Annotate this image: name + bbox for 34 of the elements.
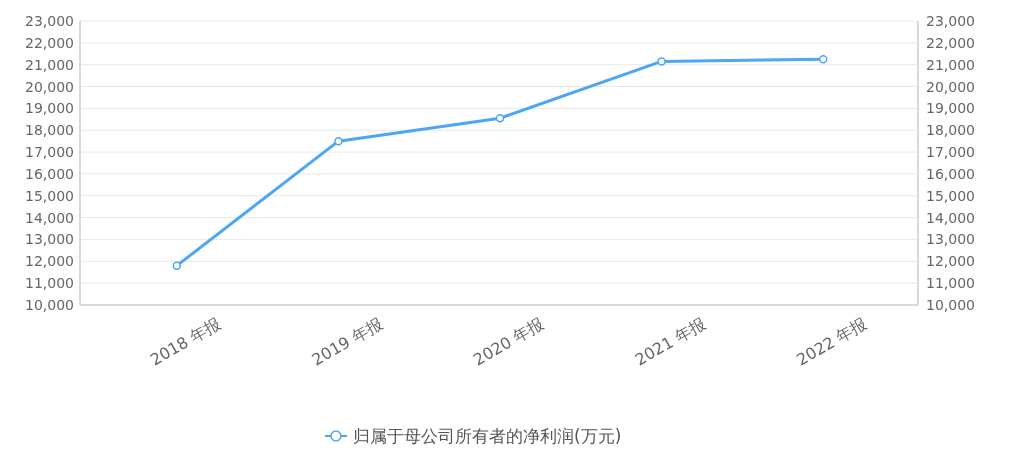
y-tick-label: 11,000 <box>25 275 74 292</box>
y2-tick-label: 14,000 <box>926 209 975 226</box>
y-tick-label: 14,000 <box>25 209 74 226</box>
y2-tick-label: 20,000 <box>926 78 975 95</box>
y-tick-label: 20,000 <box>25 78 74 95</box>
y-tick-label: 17,000 <box>25 144 74 161</box>
y-tick-label: 19,000 <box>25 100 74 117</box>
y2-tick-label: 16,000 <box>926 165 975 182</box>
y2-tick-label: 15,000 <box>926 187 975 204</box>
point <box>657 57 666 66</box>
legend-label: 归属于母公司所有者的净利润(万元) <box>353 426 622 446</box>
y-tick-label: 12,000 <box>25 253 74 270</box>
y2-tick-label: 23,000 <box>926 13 975 29</box>
y2-tick-label: 11,000 <box>926 275 975 292</box>
y2-tick-label: 22,000 <box>926 34 975 51</box>
y2-tick-label: 13,000 <box>926 231 975 248</box>
point <box>495 113 505 123</box>
y2-tick-label: 10,000 <box>926 297 975 313</box>
point <box>172 261 182 270</box>
point <box>818 54 828 64</box>
y2-tick-label: 19,000 <box>926 100 975 117</box>
y-tick-label: 13,000 <box>25 231 74 248</box>
y-tick-label: 22,000 <box>25 34 74 51</box>
point <box>334 136 343 146</box>
y-tick-label: 16,000 <box>25 165 74 182</box>
y-tick-label: 23,000 <box>25 13 74 29</box>
y2-tick-label: 18,000 <box>926 122 975 139</box>
y-tick-label: 10,000 <box>25 297 74 313</box>
y2-tick-label: 12,000 <box>926 253 975 270</box>
y-tick-label: 18,000 <box>25 122 74 139</box>
y2-tick-label: 21,000 <box>926 56 975 73</box>
y-tick-label: 15,000 <box>25 187 74 204</box>
y2-tick-label: 17,000 <box>926 144 975 161</box>
y-tick-label: 21,000 <box>25 56 74 73</box>
